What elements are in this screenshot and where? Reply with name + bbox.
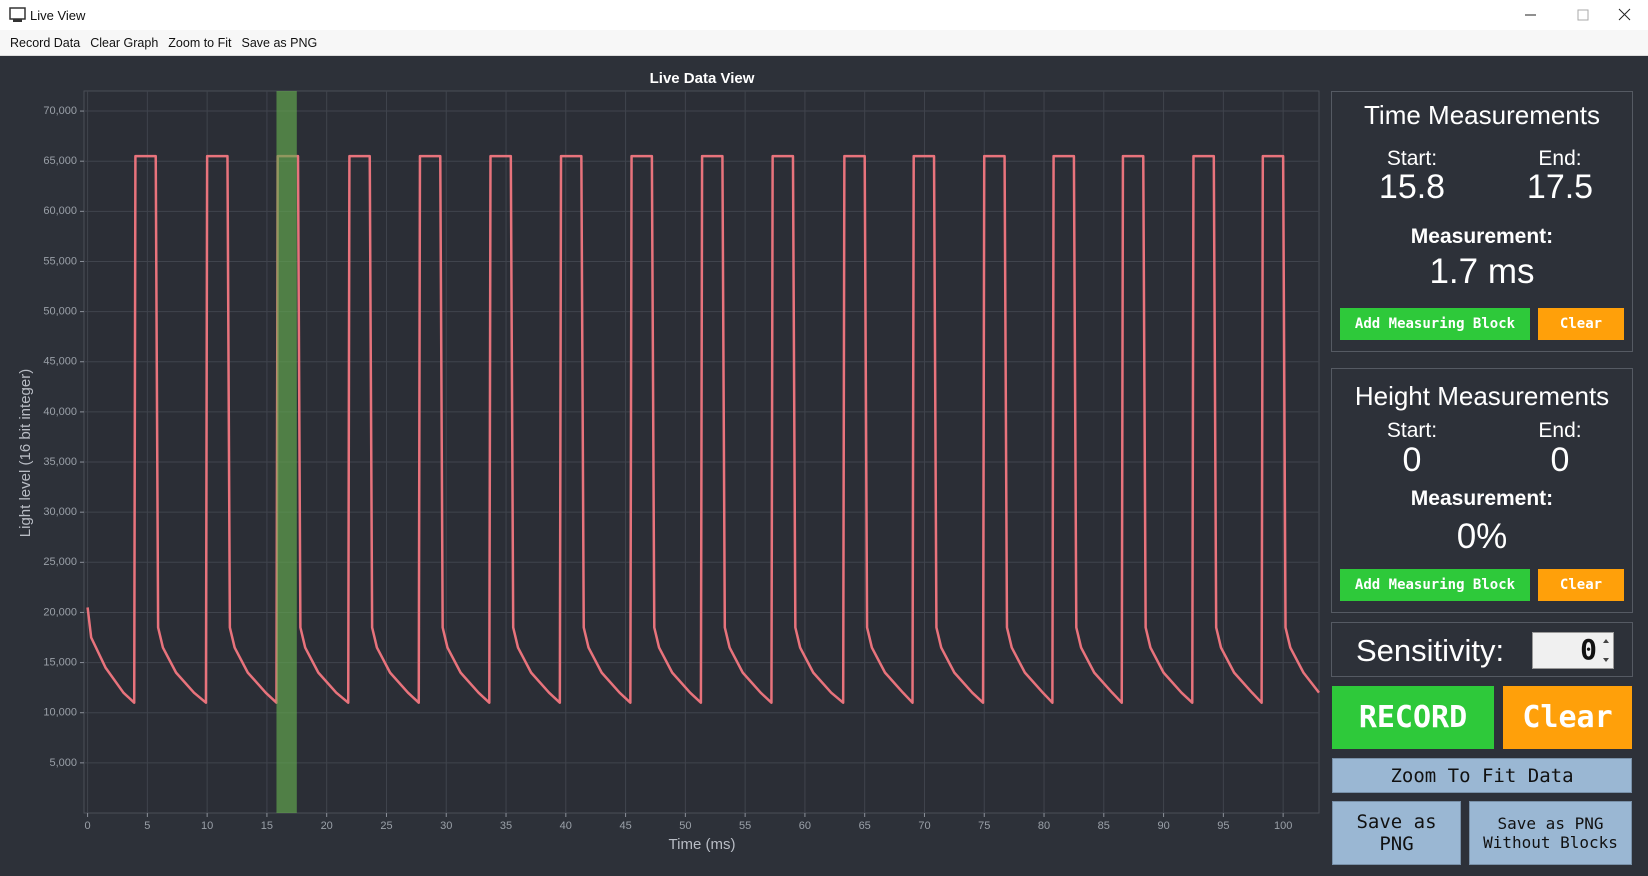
y-tick-label: 70,000 <box>43 105 77 117</box>
x-tick-label: 55 <box>739 820 751 832</box>
save-png-no-blocks-button[interactable]: Save as PNG Without Blocks <box>1469 801 1632 865</box>
menu-item[interactable]: Zoom to Fit <box>168 36 232 50</box>
maximize[interactable] <box>1577 9 1589 21</box>
app-icon <box>9 7 26 22</box>
x-tick-label: 70 <box>918 820 930 832</box>
start-value: 0 <box>1402 441 1422 479</box>
measurement-label: Measurement: <box>1410 225 1554 248</box>
x-tick-label: 85 <box>1098 820 1110 832</box>
save-png-button[interactable]: Save as PNG <box>1332 801 1461 865</box>
x-tick-label: 80 <box>1038 820 1050 832</box>
clear-all-button[interactable]: Clear <box>1503 686 1632 749</box>
record-button[interactable]: RECORD <box>1332 686 1494 749</box>
window-title: Live View <box>30 8 86 23</box>
menu-item[interactable]: Record Data <box>10 36 81 50</box>
end-label: End: <box>1538 419 1582 442</box>
y-tick-label: 60,000 <box>43 205 77 217</box>
y-tick-label: 55,000 <box>43 255 77 267</box>
y-tick-label: 30,000 <box>43 506 77 518</box>
start-label: Start: <box>1386 147 1438 170</box>
time-panel: Time Measurements Start: End: 15.8 17.5 … <box>1331 91 1633 352</box>
close[interactable] <box>1618 8 1631 21</box>
title-bar: Live View <box>0 0 1648 30</box>
end-label: End: <box>1538 147 1582 170</box>
menu-item[interactable]: Clear Graph <box>90 36 159 50</box>
y-tick-label: 5,000 <box>49 757 77 769</box>
x-tick-label: 20 <box>321 820 333 832</box>
add-block-button[interactable]: Add Measuring Block <box>1340 308 1530 340</box>
x-tick-label: 35 <box>500 820 512 832</box>
measurement-label: Measurement: <box>1410 487 1554 510</box>
measuring-block <box>276 91 297 813</box>
y-tick-label: 15,000 <box>43 656 77 668</box>
sensitivity-label: Sensitivity: <box>1356 633 1505 668</box>
sensitivity-spinbox[interactable]: 0 <box>1532 632 1614 669</box>
x-tick-label: 65 <box>859 820 871 832</box>
sensitivity-panel: Sensitivity: 0 <box>1331 622 1633 677</box>
y-tick-label: 40,000 <box>43 406 77 418</box>
start-label: Start: <box>1386 419 1438 442</box>
x-tick-label: 40 <box>560 820 572 832</box>
menu-bar: Record Data Clear Graph Zoom to Fit Save as… <box>0 30 1648 56</box>
x-tick-label: 45 <box>619 820 631 832</box>
y-tick-label: 20,000 <box>43 606 77 618</box>
measurement-value: 1.7 ms <box>1429 252 1535 291</box>
panel-title: Height Measurements <box>1354 381 1610 411</box>
x-tick-label: 50 <box>679 820 691 832</box>
window-controls[interactable] <box>1488 0 1648 30</box>
x-tick-label: 15 <box>261 820 273 832</box>
y-axis-label: Light level (16 bit integer) <box>17 369 34 537</box>
measurement-value: 0% <box>1456 517 1508 556</box>
menu-item[interactable]: Save as PNG <box>241 36 318 50</box>
height-panel: Height Measurements Start: End: 0 0 Meas… <box>1331 368 1633 613</box>
sensitivity-value[interactable]: 0 <box>1580 633 1597 666</box>
zoom-button[interactable]: Zoom To Fit Data <box>1332 758 1632 793</box>
x-tick-label: 10 <box>201 820 213 832</box>
x-tick-label: 90 <box>1157 820 1169 832</box>
x-tick-label: 5 <box>144 820 150 832</box>
x-tick-label: 60 <box>799 820 811 832</box>
end-value: 17.5 <box>1526 168 1594 206</box>
x-tick-label: 30 <box>440 820 452 832</box>
add-block-button[interactable]: Add Measuring Block <box>1340 569 1530 601</box>
panel-title: Time Measurements <box>1364 100 1600 130</box>
y-tick-label: 50,000 <box>43 306 77 318</box>
chart-title: Live Data View <box>650 70 755 87</box>
y-tick-label: 45,000 <box>43 356 77 368</box>
data-line <box>86 154 1320 704</box>
x-tick-label: 75 <box>978 820 990 832</box>
y-tick-label: 65,000 <box>43 155 77 167</box>
spin-arrows[interactable] <box>1600 633 1612 668</box>
x-tick-label: 0 <box>85 820 91 832</box>
x-tick-label: 95 <box>1217 820 1229 832</box>
clear-button[interactable]: Clear <box>1538 569 1624 601</box>
x-tick-label: 100 <box>1274 820 1292 832</box>
y-tick-label: 25,000 <box>43 556 77 568</box>
y-tick-label: 10,000 <box>43 707 77 719</box>
chart: Live Data View Time (ms) Light level (16… <box>17 70 1320 853</box>
end-value: 0 <box>1550 441 1570 479</box>
x-axis-label: Time (ms) <box>669 836 736 853</box>
y-tick-label: 35,000 <box>43 456 77 468</box>
x-tick-label: 25 <box>380 820 392 832</box>
start-value: 15.8 <box>1378 168 1446 206</box>
clear-button[interactable]: Clear <box>1538 308 1624 340</box>
